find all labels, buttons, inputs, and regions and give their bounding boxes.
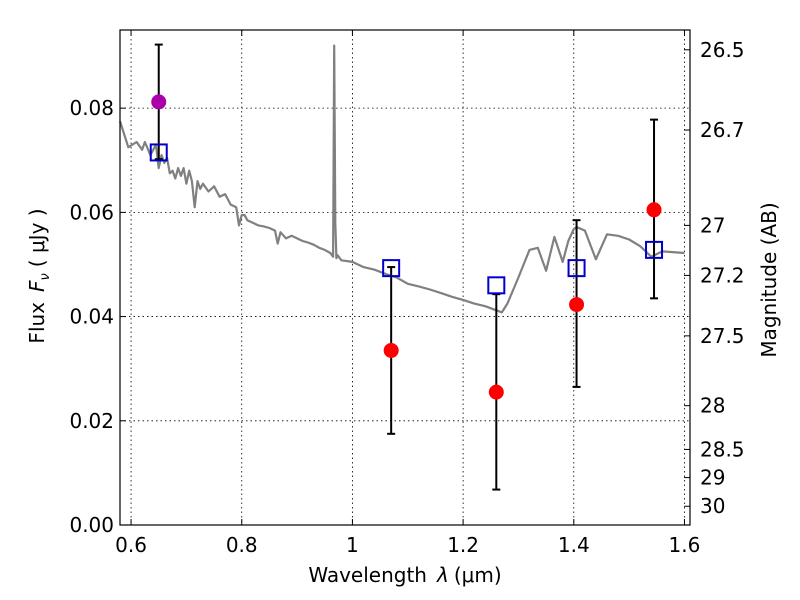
y2-axis-ticks: 26.5 26.7 27 27.2 27.5 28 28.5 29 30 xyxy=(684,38,745,518)
x-tick-label: 1.6 xyxy=(669,533,701,557)
observed-circle-marker xyxy=(151,94,167,110)
spectrum-line xyxy=(118,44,685,314)
y-tick-label: 0.00 xyxy=(69,513,114,537)
y2-tick-label: 27 xyxy=(700,213,725,237)
y-axis-title: FluxFν( μJy ) xyxy=(25,208,53,343)
y2-tick-label: 28.5 xyxy=(700,437,745,461)
y2-tick-label: 27.5 xyxy=(700,324,745,348)
synthetic-square-marker xyxy=(645,240,664,259)
x-axis-title: Wavelength λ (μm) xyxy=(308,563,501,587)
y2-tick-label: 29 xyxy=(700,466,725,490)
y-tick-label: 0.06 xyxy=(69,200,114,224)
observed-circle-marker xyxy=(383,342,399,358)
y2-tick-label: 28 xyxy=(700,394,725,418)
grid xyxy=(120,30,690,525)
observed-circle-marker xyxy=(646,202,662,218)
y-tick-label: 0.02 xyxy=(69,409,114,433)
x-tick-label: 0.8 xyxy=(226,533,258,557)
observed-circle-marker xyxy=(569,297,585,313)
y2-tick-label: 26.7 xyxy=(700,118,745,142)
synthetic-square-marker xyxy=(382,259,401,278)
y2-axis-title: Magnitude (AB) xyxy=(757,202,781,357)
x-tick-label: 0.6 xyxy=(115,533,147,557)
plot-frame xyxy=(119,29,691,526)
x-tick-label: 1.2 xyxy=(447,533,479,557)
x-tick-label: 1.4 xyxy=(558,533,590,557)
y-axis-ticks: 0.00 0.02 0.04 0.06 0.08 xyxy=(69,96,126,537)
y2-tick-label: 30 xyxy=(700,494,725,518)
y2-tick-label: 26.5 xyxy=(700,38,745,62)
y-tick-label: 0.04 xyxy=(69,305,114,329)
spectrum-line-group xyxy=(118,44,685,314)
y-tick-label: 0.08 xyxy=(69,96,114,120)
x-axis-ticks: 0.6 0.8 1 1.2 1.4 1.6 xyxy=(115,30,700,557)
synthetic-square-marker xyxy=(149,143,168,162)
synthetic-square-marker xyxy=(567,259,586,278)
error-bars xyxy=(154,43,659,491)
markers xyxy=(149,94,664,400)
y2-tick-label: 27.2 xyxy=(700,263,745,287)
synthetic-square-marker xyxy=(487,276,506,295)
x-tick-label: 1 xyxy=(346,533,359,557)
observed-circle-marker xyxy=(488,384,504,400)
